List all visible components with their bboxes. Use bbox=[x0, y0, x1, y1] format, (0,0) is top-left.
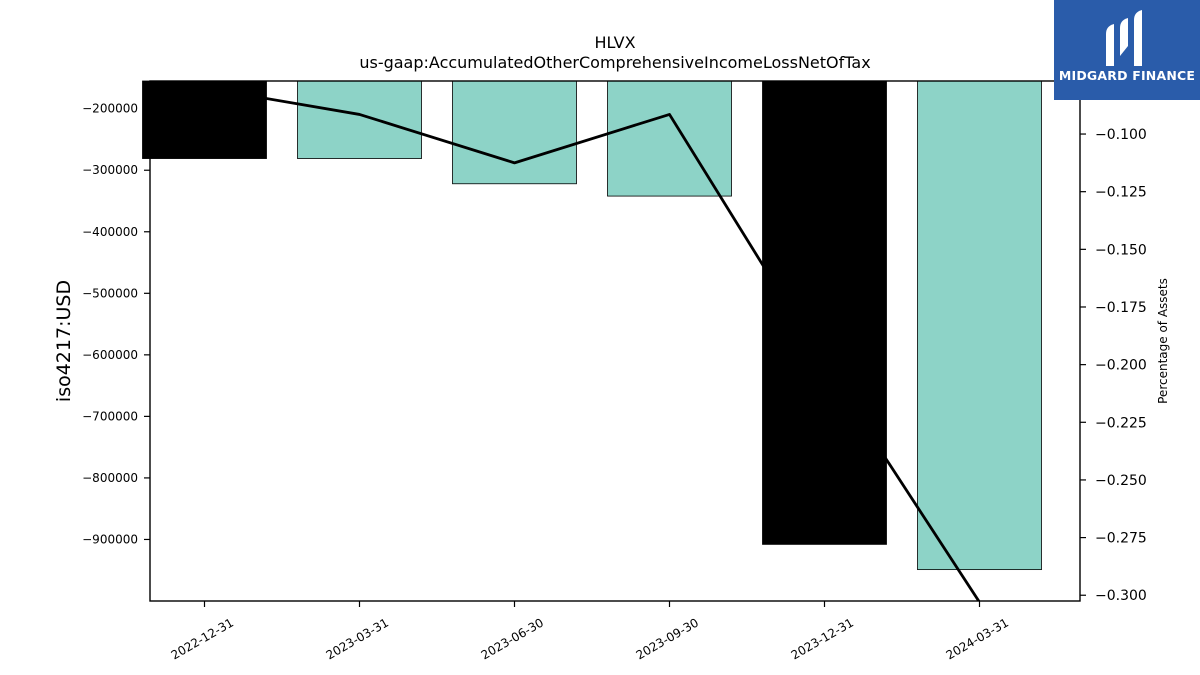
chart-title: HLVX bbox=[594, 33, 635, 52]
left-tick-label: −600000 bbox=[82, 348, 138, 362]
left-tick-label: −700000 bbox=[82, 409, 138, 423]
right-axis-label: Percentage of Assets bbox=[1156, 278, 1170, 404]
chart-subtitle: us-gaap:AccumulatedOtherComprehensiveInc… bbox=[359, 53, 870, 72]
line-layer bbox=[204, 86, 981, 601]
right-tick-label: −0.250 bbox=[1095, 473, 1147, 489]
right-tick-label: −0.300 bbox=[1095, 588, 1147, 604]
right-tick-label: −0.200 bbox=[1095, 358, 1147, 374]
left-axis: −200000 −300000 −400000 −500000 −600000 −7000… bbox=[82, 102, 150, 546]
right-tick-label: −0.275 bbox=[1095, 531, 1147, 547]
x-tick-label: 2023-06-30 bbox=[479, 615, 546, 662]
bar-2023-06-30 bbox=[452, 80, 577, 185]
right-tick-label: −0.150 bbox=[1095, 242, 1147, 258]
left-tick-label: −900000 bbox=[82, 532, 138, 546]
left-tick-label: −400000 bbox=[82, 225, 138, 239]
left-tick-label: −200000 bbox=[82, 102, 138, 116]
x-axis: 2022-12-31 2023-03-31 2023-06-30 2023-09-30… bbox=[169, 601, 1011, 662]
x-tick-label: 2024-03-31 bbox=[944, 615, 1011, 662]
right-tick-label: −0.125 bbox=[1095, 185, 1147, 201]
percentage-of-assets-line bbox=[204, 86, 981, 601]
logo-text: MIDGARD FINANCE bbox=[1058, 68, 1196, 83]
right-axis: −0.100 −0.125 −0.150 −0.175 −0.200 −0.225 −0.2… bbox=[1080, 127, 1147, 604]
right-tick-label: −0.225 bbox=[1095, 415, 1147, 431]
bar-2024-03-31 bbox=[917, 80, 1042, 571]
bar-2023-09-30 bbox=[607, 80, 732, 197]
x-tick-label: 2023-09-30 bbox=[634, 615, 701, 662]
left-tick-label: −800000 bbox=[82, 471, 138, 485]
left-tick-label: −500000 bbox=[82, 286, 138, 300]
y-axis-label: iso4217:USD bbox=[53, 280, 75, 402]
right-tick-label: −0.175 bbox=[1095, 300, 1147, 316]
right-tick-label: −0.100 bbox=[1095, 127, 1147, 143]
x-tick-label: 2023-12-31 bbox=[789, 615, 856, 662]
bar-2022-12-31 bbox=[142, 80, 267, 159]
plot-frame bbox=[149, 80, 1081, 602]
logo-mark-icon bbox=[1106, 10, 1142, 66]
midgard-finance-logo: MIDGARD FINANCE bbox=[1054, 0, 1200, 100]
left-tick-label: −300000 bbox=[82, 163, 138, 177]
bars-layer bbox=[142, 80, 1042, 571]
x-tick-label: 2023-03-31 bbox=[324, 615, 391, 662]
bar-2023-12-31 bbox=[762, 80, 887, 545]
bar-2023-03-31 bbox=[297, 80, 422, 159]
x-tick-label: 2022-12-31 bbox=[169, 615, 236, 662]
